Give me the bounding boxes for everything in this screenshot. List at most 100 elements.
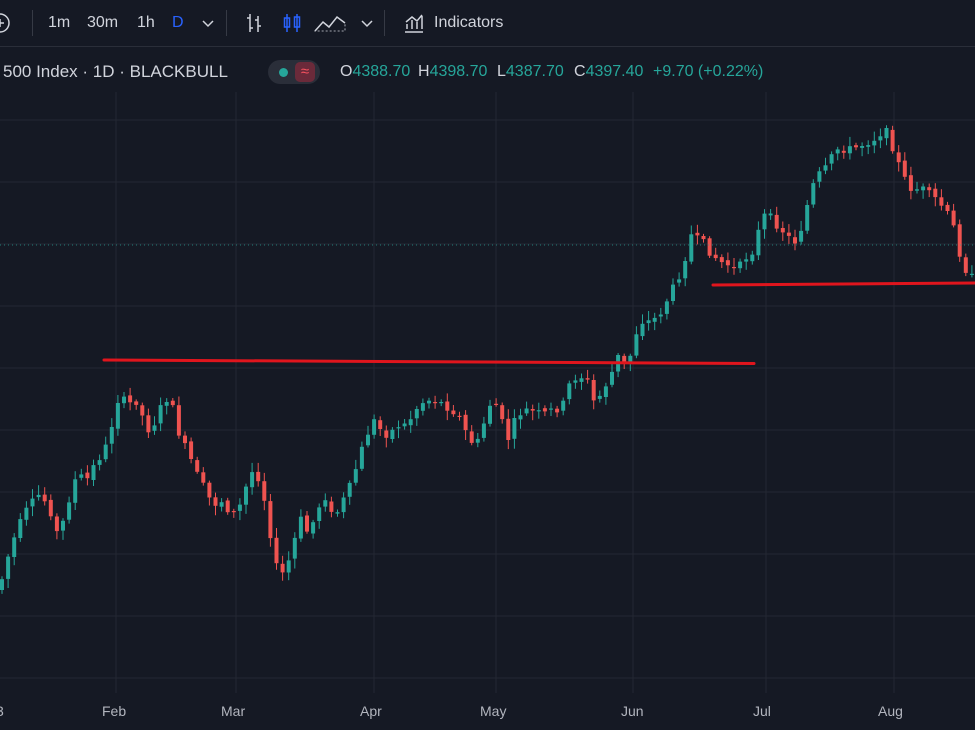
candle-body (610, 371, 614, 385)
ohlc-low: L4387.70 (497, 63, 564, 80)
interval-d[interactable]: D (172, 14, 184, 31)
candle-body (591, 380, 596, 401)
candle-body (24, 507, 29, 520)
candle-body (475, 438, 480, 443)
candle-body (799, 230, 804, 242)
candle-body (854, 145, 858, 148)
candle-body (170, 400, 175, 406)
chevron-down-icon[interactable] (196, 11, 220, 35)
top-toolbar: 1m 30m 1h D Indicators (0, 0, 975, 47)
time-label: 3 (0, 703, 4, 719)
candle-body (677, 279, 682, 283)
candle-body (969, 273, 974, 275)
add-circle-icon[interactable] (0, 11, 12, 35)
candle-body (774, 214, 779, 229)
candle-body (164, 402, 169, 406)
candle-body (140, 405, 145, 416)
candle-body (481, 423, 486, 438)
candle-body (823, 165, 828, 171)
candle-body (109, 427, 114, 444)
candle-body (323, 500, 328, 507)
candle-body (780, 228, 785, 233)
candle-body (951, 210, 956, 226)
candle-body (841, 150, 846, 153)
candle-body (921, 186, 926, 191)
candle-body (829, 154, 834, 164)
candle-body (372, 419, 377, 435)
candle-body (237, 504, 242, 511)
candle-body (439, 402, 444, 404)
area-style-icon[interactable] (313, 11, 347, 35)
time-label: Mar (221, 703, 246, 719)
candle-body (750, 254, 755, 262)
interval-30m[interactable]: 30m (87, 14, 119, 31)
candle-body (305, 515, 309, 532)
candle-body (18, 519, 23, 538)
support-line-drawing (711, 281, 975, 287)
candle-body (713, 254, 718, 259)
time-label: Aug (878, 703, 903, 719)
market-status-pill[interactable]: ≈ (268, 60, 320, 84)
time-label: Jun (621, 703, 644, 719)
symbol-title[interactable]: 500 Index · 1D · BLACKBULL (3, 62, 228, 81)
candle-body (683, 261, 688, 279)
candle-body (707, 238, 712, 256)
candle-body (189, 441, 194, 459)
candle-body (298, 516, 303, 539)
candle-body (213, 497, 218, 506)
candle-body (225, 500, 230, 513)
candle-body (378, 420, 383, 429)
candle-body (30, 498, 35, 507)
candle-body (494, 403, 499, 405)
candle-body (244, 486, 248, 505)
candle-body (738, 261, 743, 269)
ohlc-high: H4398.70 (418, 63, 488, 80)
candle-body (805, 205, 810, 231)
candle-body (335, 512, 340, 514)
candle-body (122, 396, 126, 404)
candle-body (231, 511, 236, 513)
candle-body (414, 409, 419, 419)
time-label: May (480, 703, 507, 719)
interval-1m[interactable]: 1m (48, 14, 71, 31)
candle-body (927, 187, 932, 191)
candle-body (597, 395, 602, 399)
chevron-down-icon[interactable] (355, 11, 379, 35)
candle-body (500, 405, 505, 420)
candle-body (695, 232, 700, 236)
candle-body (652, 317, 657, 322)
candle-body (658, 314, 663, 317)
indicators-icon[interactable] (402, 11, 426, 35)
candle-body (793, 237, 797, 244)
candle-body (390, 429, 395, 439)
candle-style-icon[interactable] (280, 11, 304, 35)
candle-body (939, 197, 944, 206)
candle-body (488, 405, 492, 424)
candle-body (201, 472, 206, 483)
candle-body (701, 236, 706, 240)
candle-body (445, 401, 450, 411)
market-open-dot-icon (279, 68, 288, 77)
candle-body (756, 229, 761, 256)
candle-body (549, 408, 553, 410)
candle-body (878, 136, 883, 141)
resistance-line-drawing (102, 358, 756, 365)
candle-body (573, 380, 578, 383)
candle-body (91, 465, 96, 480)
candle-body (67, 502, 72, 520)
candle-body (817, 171, 822, 182)
candle-body (671, 284, 675, 301)
candle-body (12, 537, 17, 557)
candle-body (945, 204, 950, 211)
candle-body (628, 355, 633, 363)
time-label: Feb (102, 703, 127, 719)
candle-body (768, 213, 773, 216)
indicators-button[interactable]: Indicators (434, 14, 504, 31)
candle-body (359, 446, 364, 469)
bar-style-icon[interactable] (242, 11, 266, 35)
ohlc-open: O4388.70 (340, 63, 411, 80)
candle-body (85, 472, 90, 479)
candle-body (341, 497, 346, 513)
interval-1h[interactable]: 1h (137, 14, 155, 31)
